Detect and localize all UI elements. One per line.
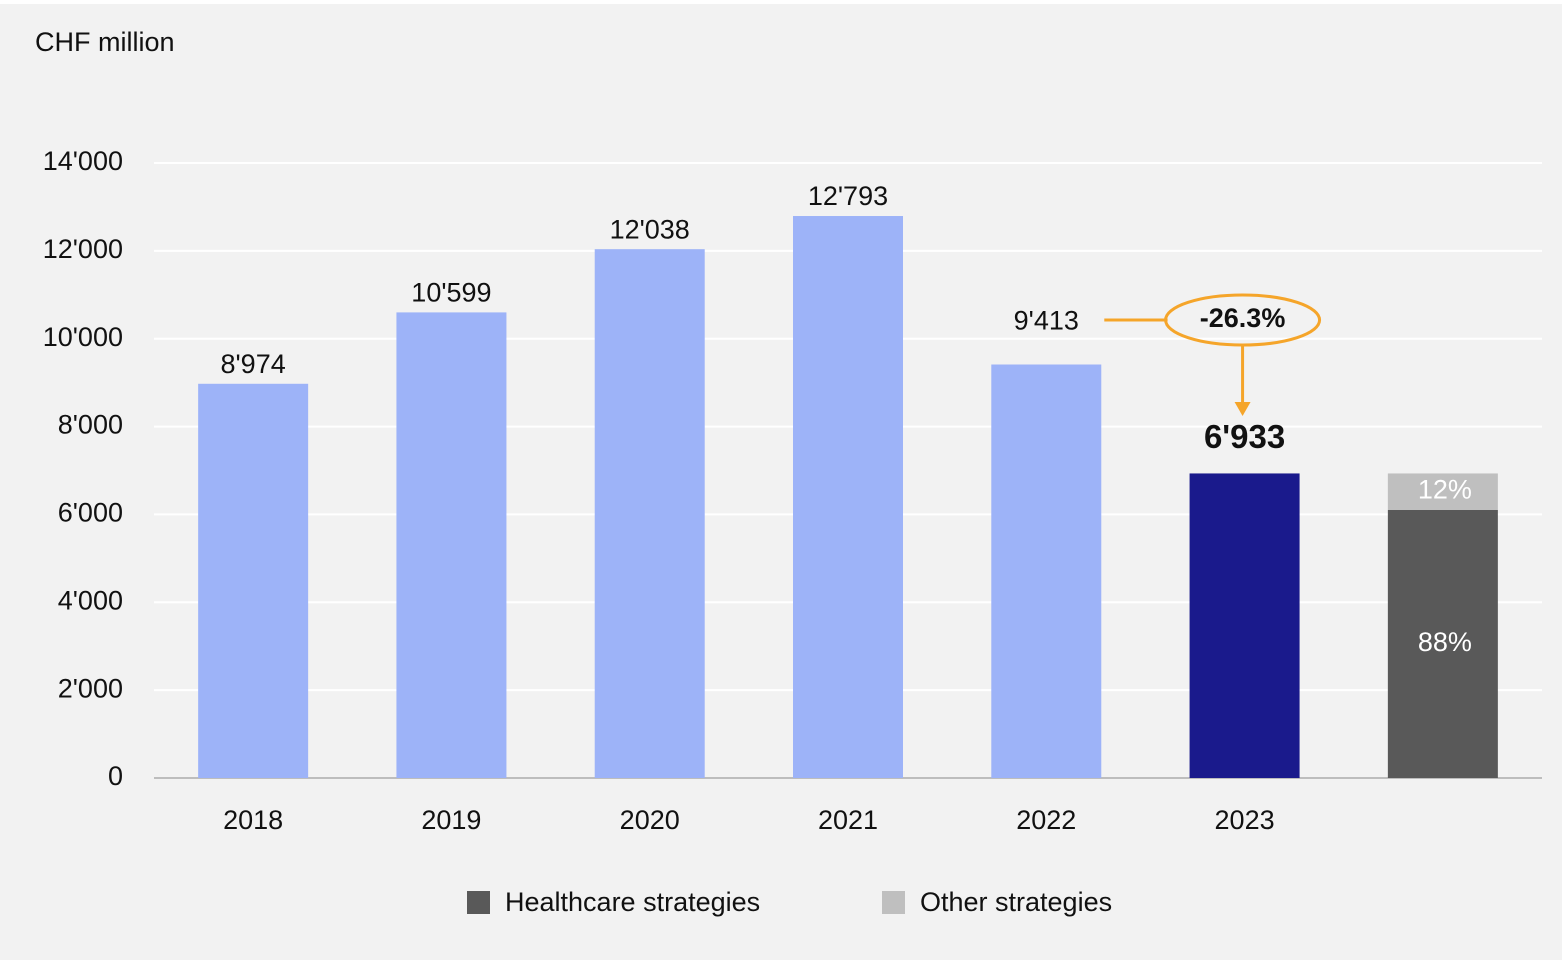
stack-segment [1387,473,1498,510]
legend-swatch [467,891,490,914]
x-tick-label: 2021 [818,805,878,835]
unit-label: CHF million [35,27,175,57]
value-label: 6'933 [1204,418,1285,455]
legend-label: Other strategies [920,887,1112,917]
x-tick-label: 2020 [620,805,680,835]
y-tick-label: 6'000 [58,498,123,528]
y-tick-label: 12'000 [43,234,123,264]
arrow-head [1234,402,1251,416]
value-label: 10'599 [411,278,491,308]
value-label: 12'793 [808,181,888,211]
y-tick-label: 8'000 [58,410,123,440]
x-tick-label: 2022 [1016,805,1076,835]
y-tick-label: 0 [108,761,123,791]
y-tick-label: 14'000 [43,146,123,176]
y-tick-label: 2'000 [58,673,123,703]
x-tick-label: 2019 [421,805,481,835]
bar [991,364,1102,778]
value-label: 12'038 [610,214,690,244]
annotation-label: -26.3% [1200,303,1286,333]
value-label: 8'974 [221,349,286,379]
x-tick-label: 2023 [1215,805,1275,835]
share-label: 12% [1418,475,1472,505]
share-label: 88% [1418,627,1472,657]
bar [1189,473,1300,778]
y-tick-label: 10'000 [43,322,123,352]
legend-swatch [882,891,905,914]
bar [396,312,507,778]
x-tick-label: 2018 [223,805,283,835]
bar [793,216,903,778]
y-tick-label: 4'000 [58,585,123,615]
value-label: 9'413 [1014,306,1079,336]
bar [198,383,309,778]
bar [594,249,705,778]
legend-label: Healthcare strategies [505,887,760,917]
stack-segment [1387,509,1498,778]
